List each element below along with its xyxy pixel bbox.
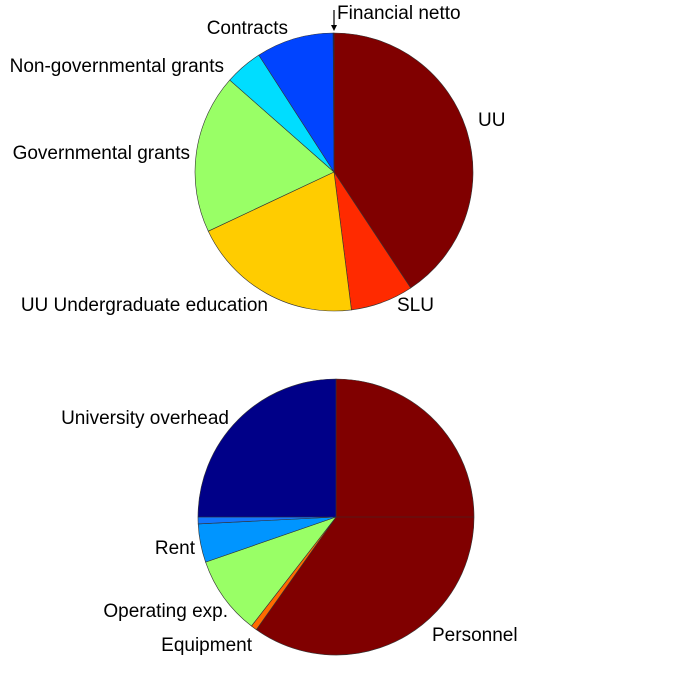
slice-label-uu: UU: [478, 110, 505, 131]
expenses-pie: Personnel Equipment Operating exp. Rent Univ…: [61, 378, 518, 656]
slice-label-financial-netto: Financial netto: [337, 3, 461, 24]
slice-label-university-overhead: University overhead: [61, 408, 229, 429]
pie-slice-operating-exp: [205, 516, 337, 627]
slice-label-operating-exp: Operating exp.: [103, 601, 228, 622]
pie-slice-uu-undergraduate-education: [207, 171, 352, 312]
label-arrow-head: [331, 25, 337, 31]
slice-label-rent: Rent: [155, 538, 196, 559]
pie-slice-university-overhead: [197, 378, 337, 518]
pie-slice-financial-netto: [332, 32, 335, 173]
slice-label-governmental-grants: Governmental grants: [13, 143, 190, 164]
slice-label-uu-undergraduate-education: UU Undergraduate education: [21, 295, 268, 316]
slice-label-contracts: Contracts: [207, 18, 288, 39]
pie-slice-contracts: [258, 32, 335, 174]
slice-label-slu: SLU: [397, 295, 434, 316]
pie-slice-governmental-grants: [194, 79, 335, 232]
slice-label-personnel: Personnel: [432, 625, 518, 646]
income-pie: UU SLU UU Undergraduate education Governmen…: [10, 3, 506, 316]
slice-label-equipment: Equipment: [161, 635, 253, 656]
slice-label-non-governmental-grants: Non-governmental grants: [10, 56, 224, 77]
